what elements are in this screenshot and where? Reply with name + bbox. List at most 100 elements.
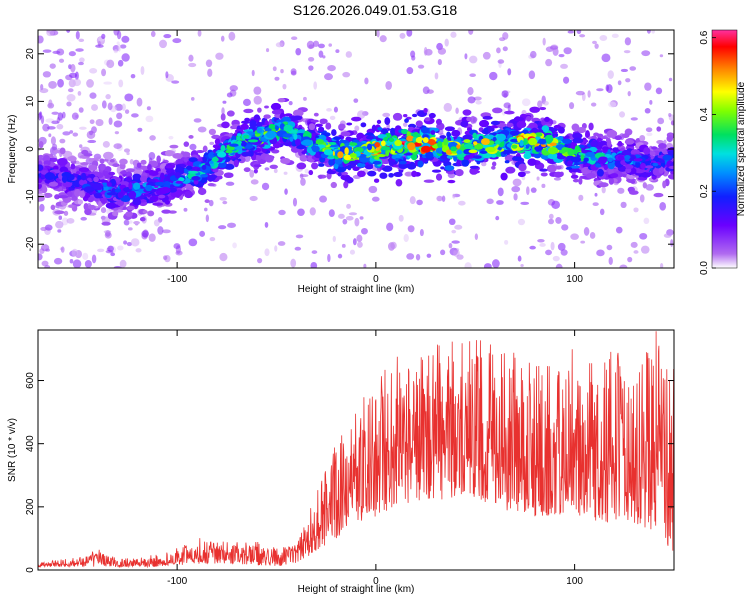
spectrogram-cell [599,34,608,42]
spectrogram-cell [253,164,262,168]
spectrogram-cell [241,142,247,147]
spectrogram-cell [357,241,363,248]
spectrogram-cell [149,135,156,141]
spectrogram-cell [249,119,257,128]
spectrogram-cell [545,58,553,67]
spectrogram-cell [435,118,442,125]
spectrogram-cell [215,52,224,60]
spectrogram-cell [440,166,445,170]
spectrogram-cell [526,186,530,195]
spectrogram-cell [137,127,143,132]
y-tick-label: -10 [25,189,36,204]
spectrogram-cell [117,191,124,199]
spectrogram-cell [62,131,71,136]
spectrogram-cell [366,135,374,140]
spectrogram-cell [474,233,478,241]
spectrogram-cell [416,199,423,206]
spectrogram-cell [456,144,461,149]
spectrogram-cell [572,137,584,144]
spectrogram-cell [590,140,599,148]
spectrogram-cell [507,68,512,76]
spectrogram-cell [640,245,650,254]
spectrogram-cell [293,133,298,140]
spectrogram-cell [469,169,481,174]
spectrogram-cell [250,179,259,185]
spectrogram-cell [265,48,270,53]
spectrogram-cell [57,112,64,121]
spectrogram-cell [164,150,174,157]
spectrogram-cell [256,127,263,134]
spectrogram-cell [78,38,85,43]
spectrogram-cell [132,198,142,206]
spectrogram-cell [417,64,425,69]
spectrogram-cell [313,40,320,47]
spectrogram-cell [415,253,421,261]
spectrogram-cell [307,56,315,62]
spectrogram-cell [496,200,504,205]
spectrogram-cell [540,172,548,177]
spectrogram-cell [372,160,382,165]
spectrogram-cell [152,202,164,206]
spectrogram-cell [61,175,68,183]
spectrogram-cell [80,162,89,166]
spectrogram-cell [541,125,550,133]
spectrogram-cell [157,226,164,235]
spectrogram-cell [221,121,230,129]
spectrogram-cell [411,113,418,118]
spectrogram-cell [268,124,276,130]
spectrogram-cell [311,162,319,170]
spectrogram-cell [190,96,195,101]
spectrogram-cell [592,202,599,207]
spectrogram-cell [404,171,411,177]
spectrogram-cell [422,134,429,139]
spectrogram-cell [606,139,612,148]
spectrogram-cell [114,131,120,135]
spectrogram-cell [79,144,83,148]
spectrogram-cell [555,216,562,224]
spectrogram-cell [99,164,105,171]
spectrogram-cell [318,126,325,132]
spectrogram-cell [169,144,179,149]
spectrogram-cell [39,88,49,94]
spectrogram-cell [398,160,407,165]
spectrogram-cell [545,249,552,256]
spectrogram-cell [451,240,460,244]
spectrogram-cell [126,151,130,156]
spectrogram-cell [241,120,250,125]
spectrogram-cell [549,45,558,50]
spectrogram-cell [129,159,134,165]
spectrogram-cell [574,145,580,152]
spectrogram-cell [154,181,166,186]
spectrogram-cell [633,207,639,213]
spectrogram-cell [173,243,181,250]
spectrogram-cell [410,153,418,161]
spectrogram-cell [184,191,193,199]
spectrogram-cell [467,87,474,96]
spectrogram-cell [670,120,674,126]
spectrogram-cell [214,138,221,145]
spectrogram-cell [398,214,404,222]
spectrogram-cell [109,158,115,163]
spectrogram-cell [529,245,536,250]
spectrogram-cell [570,168,581,173]
colorbar-tick-label: 0.0 [699,261,710,275]
spectrogram-cell [225,149,233,154]
spectrogram-cell [356,234,363,243]
spectrogram-cell [482,51,491,60]
spectrogram-cell [348,212,358,216]
spectrogram-cell [583,227,590,236]
spectrogram-cell [569,102,575,110]
spectrogram-cell [647,172,654,176]
spectrogram-cell [263,114,271,119]
spectrogram-cell [612,147,619,152]
spectrogram-cell [426,253,432,258]
spectrogram-cell [128,220,133,224]
spectrogram-cell [643,147,651,155]
spectrogram-cell [407,225,415,233]
spectrogram-cell [277,97,286,103]
spectrogram-cell [491,259,500,268]
spectrogram-cell [507,104,511,112]
spectrogram-cell [264,154,274,163]
spectrogram-cell [630,117,638,121]
spectrogram-cell [371,196,380,202]
